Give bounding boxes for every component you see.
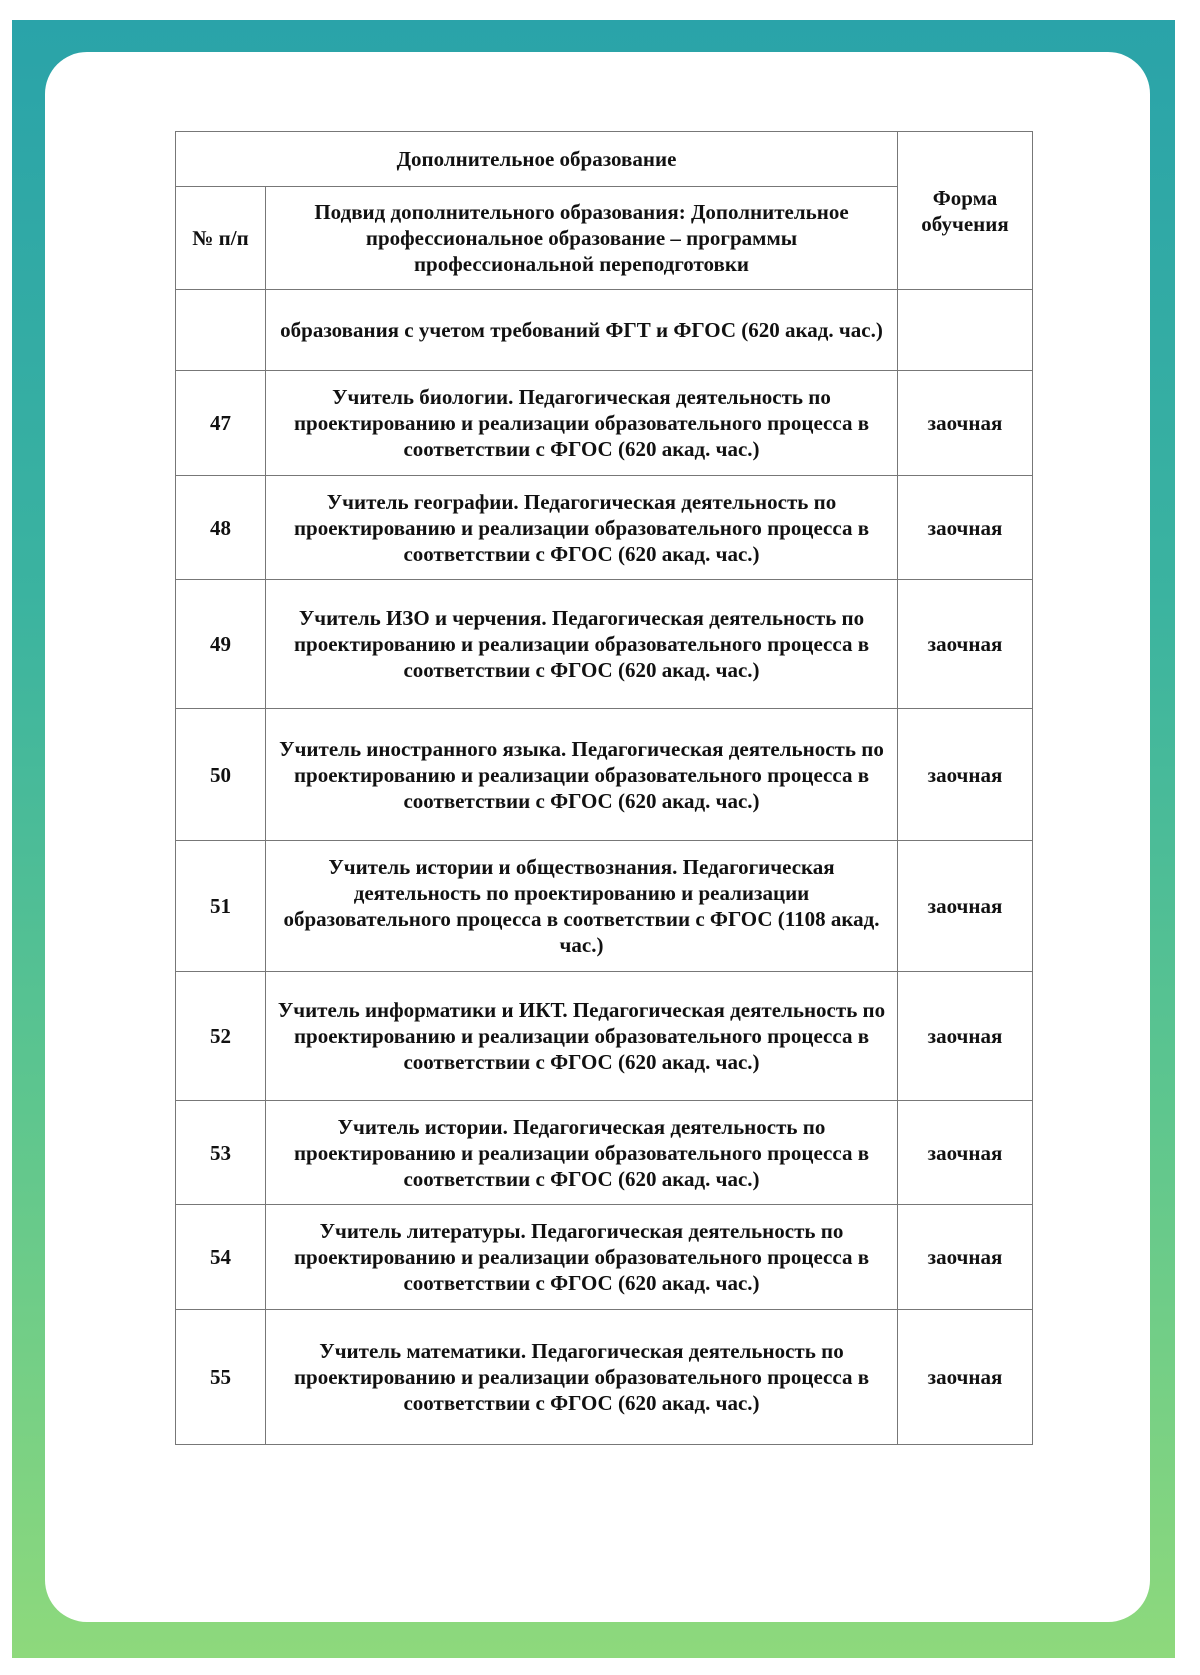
study-form: заочная xyxy=(897,579,1033,709)
table-row: 54 Учитель литературы. Педагогическая дея… xyxy=(175,1204,1033,1310)
study-form: заочная xyxy=(897,475,1033,580)
header-number: № п/п xyxy=(175,186,266,290)
program-name: Учитель математики. Педагогическая деяте… xyxy=(265,1309,898,1445)
program-name: Учитель географии. Педагогическая деятел… xyxy=(265,475,898,580)
table-header-row: № п/п Подвид дополнительного образования… xyxy=(175,186,1033,290)
row-number: 53 xyxy=(175,1100,266,1205)
program-name: Учитель ИЗО и черчения. Педагогическая д… xyxy=(265,579,898,709)
program-name: Учитель информатики и ИКТ. Педагогическа… xyxy=(265,971,898,1101)
program-name: Учитель биологии. Педагогическая деятель… xyxy=(265,370,898,476)
table-title: Дополнительное образование xyxy=(175,131,898,187)
program-name: Учитель истории. Педагогическая деятельн… xyxy=(265,1100,898,1205)
row-number: 54 xyxy=(175,1204,266,1310)
row-number: 55 xyxy=(175,1309,266,1445)
table-row: 53 Учитель истории. Педагогическая деятел… xyxy=(175,1100,1033,1205)
row-number: 47 xyxy=(175,370,266,476)
study-form: заочная xyxy=(897,1100,1033,1205)
study-form: заочная xyxy=(897,370,1033,476)
study-form: заочная xyxy=(897,1309,1033,1445)
row-number: 51 xyxy=(175,840,266,972)
study-form: заочная xyxy=(897,971,1033,1101)
programs-table: Дополнительное образование Форма обучени… xyxy=(175,131,1033,1445)
table-header-row: Дополнительное образование Форма обучени… xyxy=(175,131,1033,290)
row-number: 50 xyxy=(175,708,266,841)
table-row: 51 Учитель истории и обществознания. Педа… xyxy=(175,840,1033,972)
table-row: 48 Учитель географии. Педагогическая деят… xyxy=(175,475,1033,580)
table-row: 52 Учитель информатики и ИКТ. Педагогичес… xyxy=(175,971,1033,1101)
row-number: 48 xyxy=(175,475,266,580)
study-form: заочная xyxy=(897,1204,1033,1310)
header-form: Форма обучения xyxy=(897,131,1033,290)
row-number: 52 xyxy=(175,971,266,1101)
table-row: 47 Учитель биологии. Педагогическая деяте… xyxy=(175,370,1033,476)
study-form: заочная xyxy=(897,708,1033,841)
program-name: образования с учетом требований ФГТ и ФГ… xyxy=(265,289,898,371)
table-row: образования с учетом требований ФГТ и ФГ… xyxy=(175,289,1033,371)
table-row: 55 Учитель математики. Педагогическая дея… xyxy=(175,1309,1033,1445)
study-form: заочная xyxy=(897,840,1033,972)
row-number: 49 xyxy=(175,579,266,709)
row-number xyxy=(175,289,266,371)
program-name: Учитель литературы. Педагогическая деяте… xyxy=(265,1204,898,1310)
header-subtype: Подвид дополнительного образования: Допо… xyxy=(265,186,898,290)
table-row: 49 Учитель ИЗО и черчения. Педагогическая… xyxy=(175,579,1033,709)
program-name: Учитель истории и обществознания. Педаго… xyxy=(265,840,898,972)
study-form xyxy=(897,289,1033,371)
table-row: 50 Учитель иностранного языка. Педагогиче… xyxy=(175,708,1033,841)
program-name: Учитель иностранного языка. Педагогическ… xyxy=(265,708,898,841)
